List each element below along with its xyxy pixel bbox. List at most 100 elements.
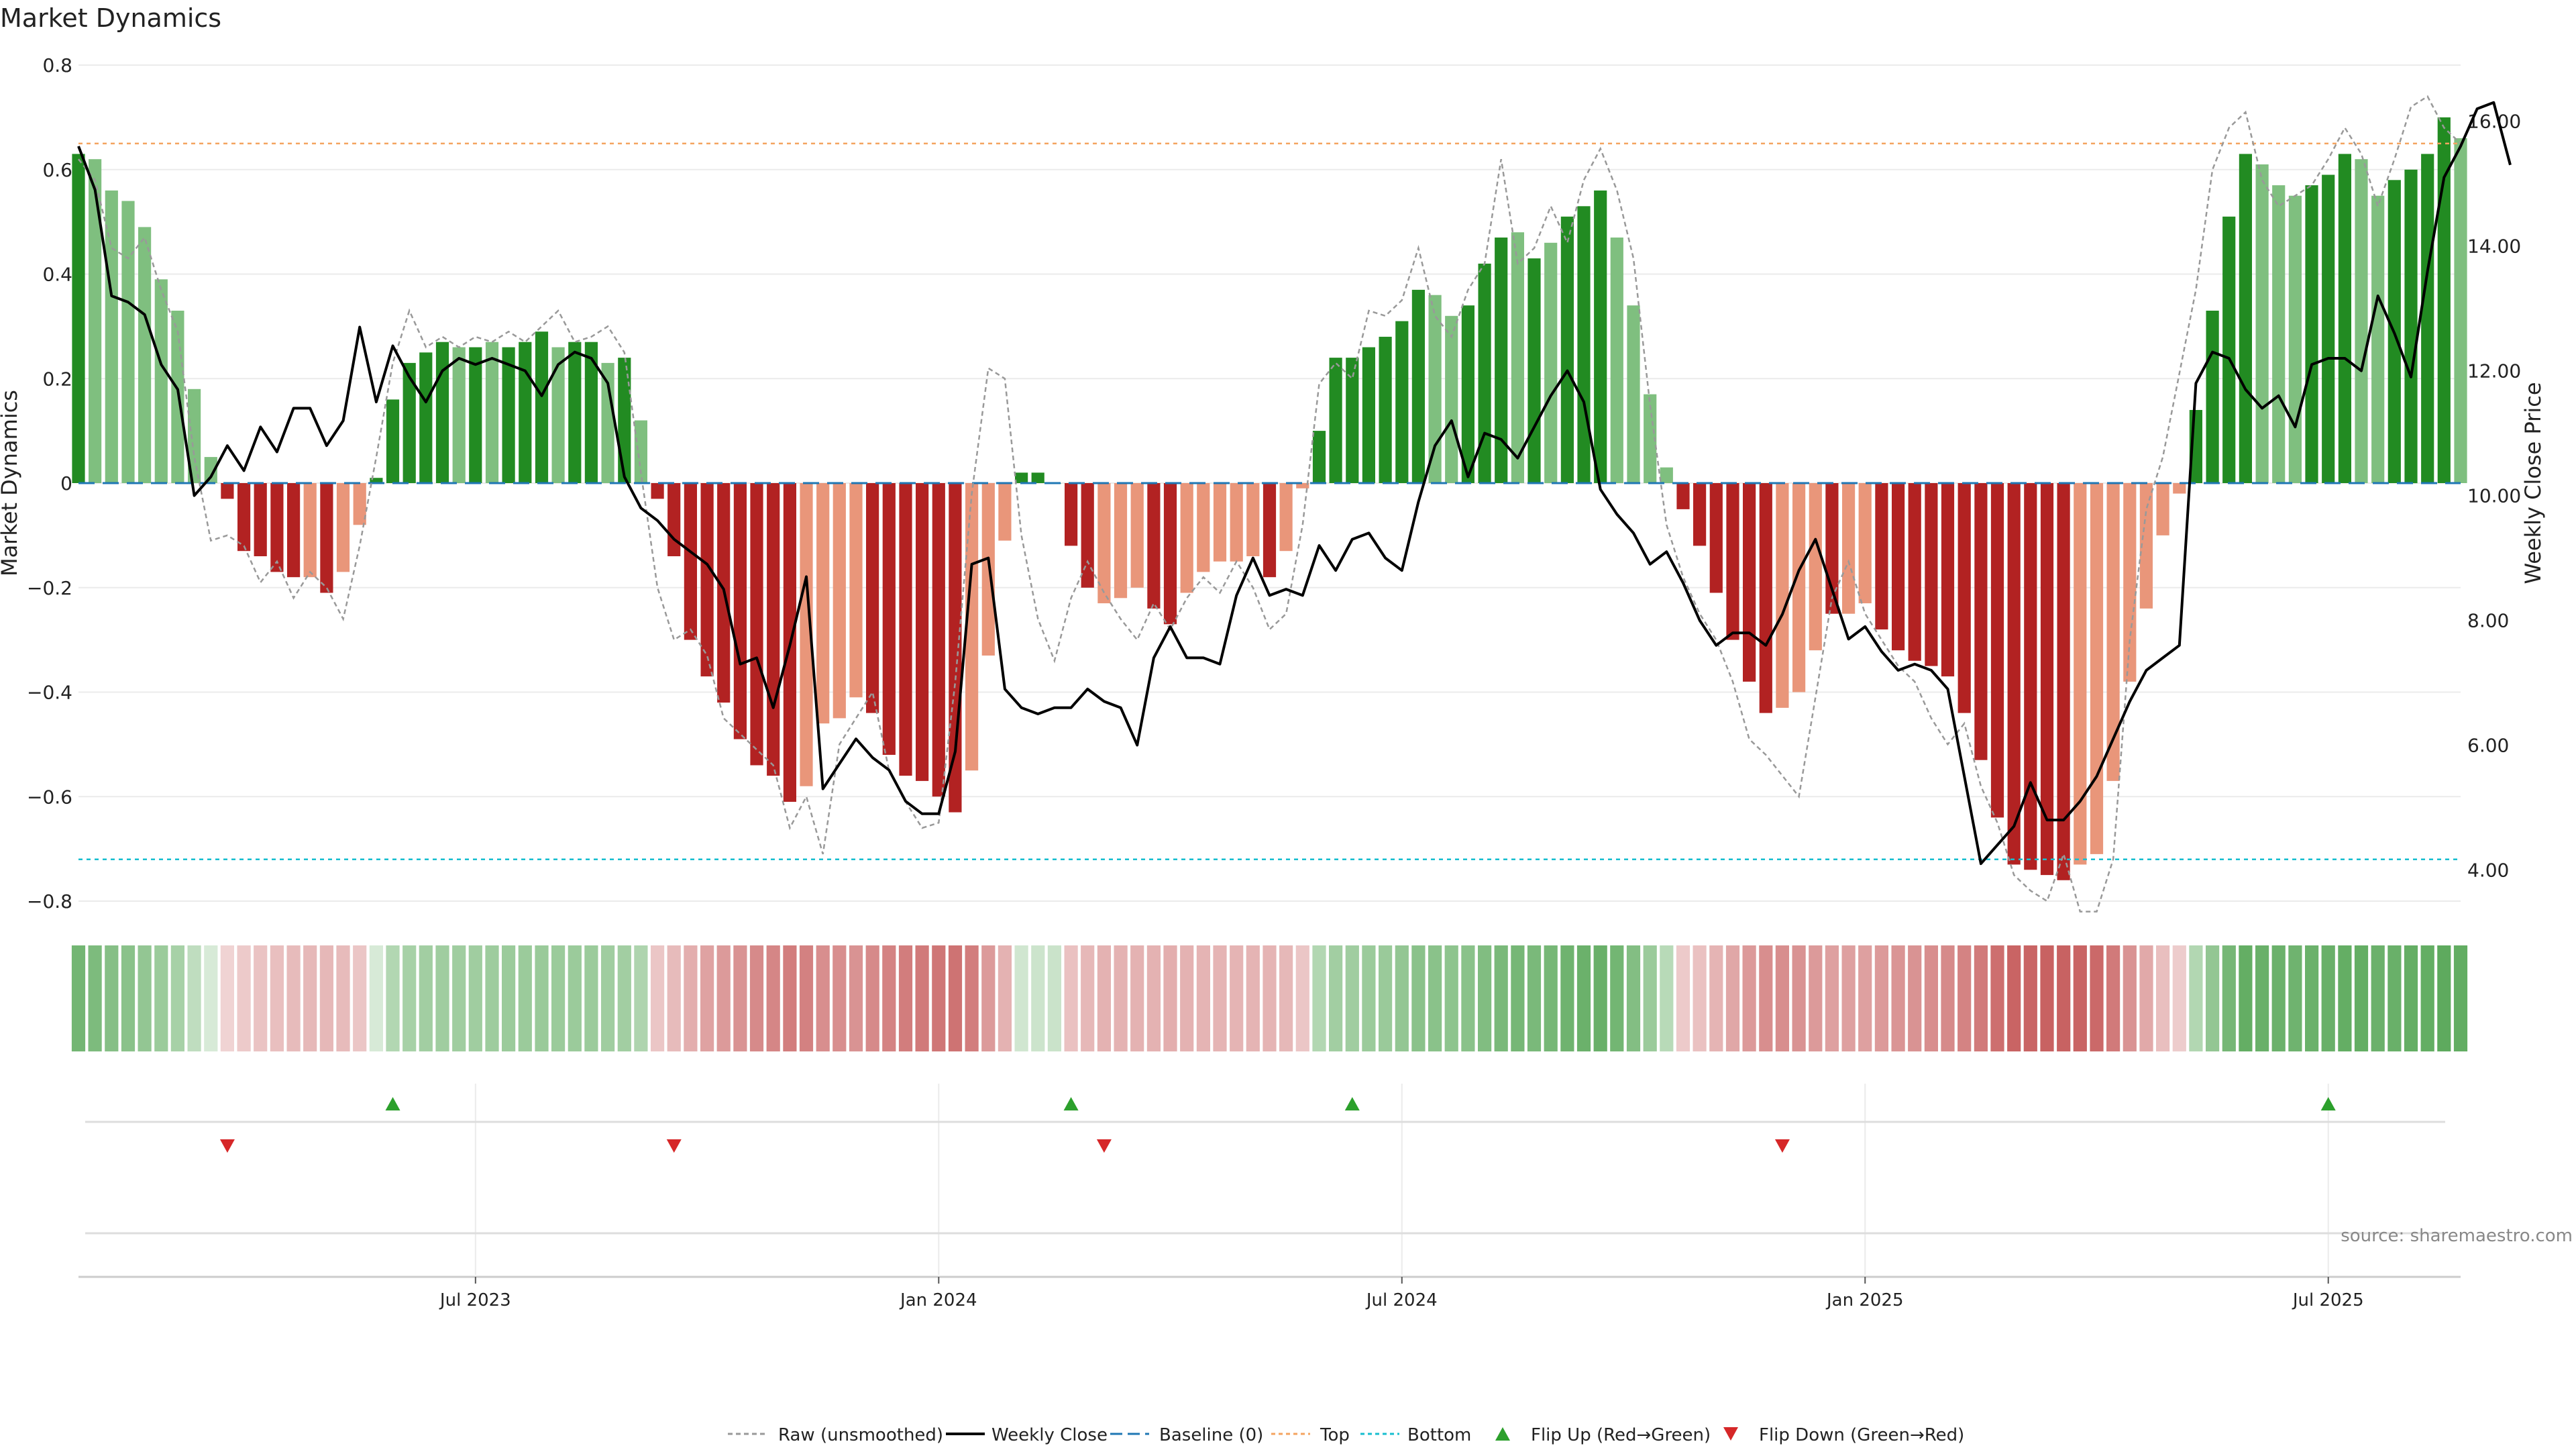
legend: Raw (unsmoothed) Weekly Close Baseline (0)… bbox=[728, 1425, 1964, 1445]
strength-cell bbox=[1775, 945, 1789, 1051]
dynamics-bar bbox=[1693, 483, 1707, 546]
flip-up-marker bbox=[1063, 1097, 1079, 1110]
strength-cell bbox=[2057, 945, 2071, 1051]
dynamics-bar bbox=[700, 483, 714, 677]
dynamics-bar bbox=[320, 483, 333, 593]
strength-cell bbox=[700, 945, 714, 1051]
dynamics-bar bbox=[767, 483, 780, 776]
strength-cell bbox=[237, 945, 251, 1051]
dynamics-bar bbox=[2090, 483, 2104, 854]
strength-cell bbox=[2040, 945, 2054, 1051]
flip-down-marker bbox=[219, 1139, 235, 1153]
flip-down-marker bbox=[666, 1139, 682, 1153]
dynamics-bar bbox=[1759, 483, 1772, 713]
strength-cell bbox=[2023, 945, 2037, 1051]
strength-cell bbox=[865, 945, 879, 1051]
dynamics-bar bbox=[154, 279, 168, 483]
strength-cell bbox=[2437, 945, 2451, 1051]
dynamics-bar bbox=[1180, 483, 1193, 593]
x-tick-label: Jul 2024 bbox=[1365, 1290, 1438, 1310]
y-tick-label: 0.6 bbox=[42, 159, 72, 181]
dynamics-bar bbox=[684, 483, 697, 640]
dynamics-bar bbox=[2421, 154, 2434, 483]
dynamics-bar bbox=[750, 483, 763, 766]
dynamics-bar bbox=[2272, 185, 2286, 483]
strength-cell bbox=[502, 945, 516, 1051]
dynamics-bar bbox=[303, 483, 317, 578]
dynamics-bar bbox=[1527, 258, 1541, 483]
strength-cell bbox=[998, 945, 1012, 1051]
dynamics-bar bbox=[1676, 483, 1690, 509]
dynamics-bar bbox=[1809, 483, 1822, 651]
strength-cell bbox=[2007, 945, 2021, 1051]
strength-cell bbox=[1841, 945, 1856, 1051]
x-axis: Jul 2023 Jan 2024 Jul 2024 Jan 2025 Jul 2025 bbox=[439, 1277, 2364, 1310]
dynamics-bar bbox=[2288, 195, 2302, 483]
dynamics-bar bbox=[1858, 483, 1872, 604]
strength-cell bbox=[2271, 945, 2286, 1051]
dynamics-bar bbox=[882, 483, 896, 755]
strength-cell bbox=[601, 945, 615, 1051]
y-tick-label: −0.8 bbox=[27, 890, 72, 913]
strength-cell bbox=[1279, 945, 1293, 1051]
dynamics-bar bbox=[435, 342, 449, 483]
dynamics-bar bbox=[1428, 295, 1442, 483]
source-label: source: sharemaestro.com bbox=[2341, 1226, 2573, 1246]
dynamics-bar bbox=[469, 347, 482, 483]
strength-cell bbox=[353, 945, 367, 1051]
y-tick-label: 0.2 bbox=[42, 368, 72, 390]
strength-cell bbox=[187, 945, 201, 1051]
strength-cell bbox=[1444, 945, 1458, 1051]
strength-cell bbox=[1230, 945, 1244, 1051]
strength-cell bbox=[1974, 945, 1988, 1051]
strength-cell bbox=[1742, 945, 1756, 1051]
strength-cell bbox=[849, 945, 863, 1051]
dynamics-bar bbox=[1792, 483, 1806, 692]
strength-cell bbox=[816, 945, 830, 1051]
strength-cell bbox=[2123, 945, 2137, 1051]
strength-cell bbox=[1081, 945, 1095, 1051]
strength-cell bbox=[2073, 945, 2087, 1051]
legend-label: Baseline (0) bbox=[1159, 1425, 1263, 1445]
strength-cell bbox=[419, 945, 433, 1051]
x-tick-label: Jul 2023 bbox=[439, 1290, 511, 1310]
dynamics-bar bbox=[1577, 206, 1591, 483]
dynamics-bar bbox=[849, 483, 863, 698]
strength-cell bbox=[71, 945, 86, 1051]
dynamics-bar bbox=[1544, 242, 1558, 483]
y2-tick-label: 12.00 bbox=[2467, 360, 2521, 382]
dynamics-bar bbox=[2123, 483, 2137, 682]
strength-cell bbox=[1379, 945, 1393, 1051]
dynamics-bar bbox=[1610, 238, 1623, 483]
strength-cell bbox=[1130, 945, 1144, 1051]
dynamics-bar bbox=[866, 483, 879, 713]
dynamics-bar bbox=[1114, 483, 1128, 599]
dynamics-bar bbox=[1660, 467, 1673, 483]
chart-title: Market Dynamics bbox=[0, 3, 221, 33]
strength-cell bbox=[1362, 945, 1376, 1051]
flip-up-marker bbox=[385, 1097, 400, 1110]
strength-cell bbox=[965, 945, 979, 1051]
dynamics-bar bbox=[981, 483, 995, 656]
strength-cell bbox=[568, 945, 582, 1051]
legend-swatch bbox=[1723, 1427, 1738, 1441]
dynamics-bar bbox=[1560, 216, 1574, 483]
dynamics-bar bbox=[1411, 289, 1425, 483]
strength-cell bbox=[1180, 945, 1194, 1051]
strength-cell bbox=[170, 945, 184, 1051]
y-tick-label: 0 bbox=[60, 472, 72, 495]
dynamics-bar bbox=[949, 483, 962, 813]
dynamics-bar bbox=[568, 342, 582, 483]
dynamics-bar bbox=[833, 483, 846, 719]
dynamics-bar bbox=[1312, 431, 1326, 483]
dynamics-bar bbox=[584, 342, 598, 483]
dynamics-bar bbox=[89, 159, 102, 483]
dynamics-bar bbox=[916, 483, 929, 781]
dynamics-bar bbox=[2156, 483, 2169, 535]
dynamics-bar bbox=[1908, 483, 1921, 661]
dynamics-bar bbox=[2437, 117, 2451, 483]
dynamics-bar bbox=[2338, 154, 2351, 483]
strength-cell bbox=[2090, 945, 2104, 1051]
strength-cell bbox=[749, 945, 764, 1051]
